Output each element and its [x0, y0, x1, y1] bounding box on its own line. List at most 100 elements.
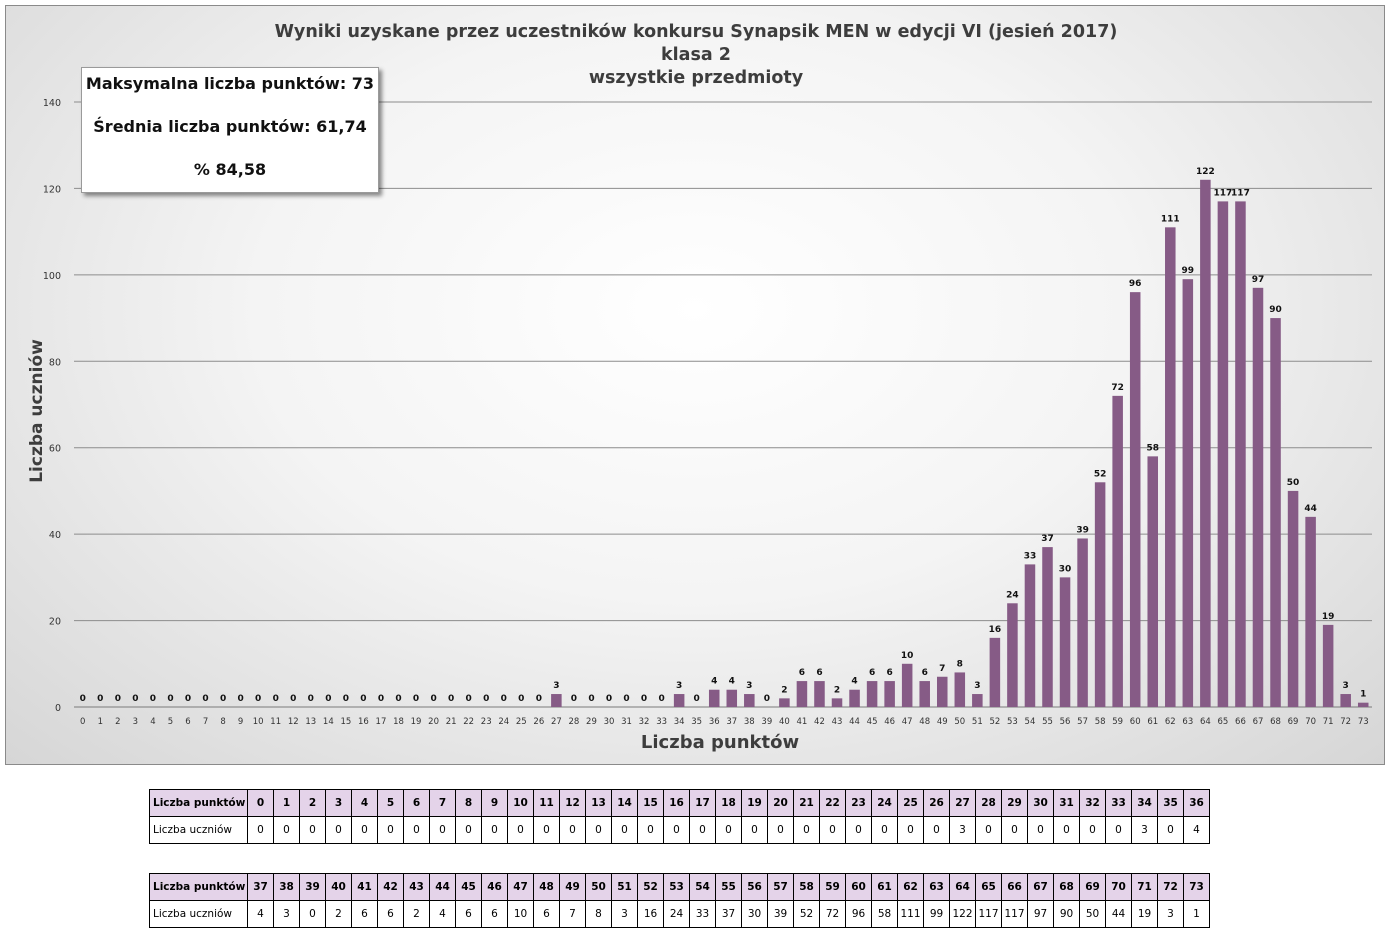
points-cell: 23 — [845, 789, 872, 817]
data-label: 0 — [641, 694, 647, 704]
points-cell: 59 — [819, 873, 846, 901]
students-cell: 90 — [1053, 900, 1080, 928]
students-cell: 0 — [507, 816, 534, 844]
students-cell: 0 — [897, 816, 924, 844]
data-label: 0 — [150, 694, 156, 704]
data-label: 117 — [1231, 188, 1250, 198]
bar — [1007, 603, 1018, 707]
students-cell: 0 — [377, 816, 404, 844]
data-label: 0 — [571, 694, 577, 704]
x-tick-label: 37 — [726, 717, 737, 727]
points-cell: 39 — [299, 873, 326, 901]
x-tick-label: 38 — [744, 717, 755, 727]
bar — [744, 694, 755, 707]
table-row-points: Liczba punktów 37 38 39 40 41 42 43 44 45 46 47 48 4… — [149, 873, 1210, 901]
students-cell: 0 — [741, 816, 768, 844]
points-cell: 67 — [1027, 873, 1054, 901]
bar — [1200, 179, 1211, 708]
points-cell: 25 — [897, 789, 924, 817]
data-label: 0 — [395, 694, 401, 704]
y-tick-label: 60 — [49, 444, 61, 455]
x-tick-label: 54 — [1025, 717, 1036, 727]
students-cell: 0 — [611, 816, 638, 844]
x-tick-label: 19 — [411, 717, 422, 727]
students-cell: 6 — [533, 900, 560, 928]
bar — [1322, 624, 1334, 707]
points-cell: 55 — [715, 873, 742, 901]
data-label: 39 — [1076, 525, 1089, 535]
x-tick-label: 64 — [1200, 717, 1211, 727]
data-label: 117 — [1214, 188, 1233, 198]
points-cell: 53 — [663, 873, 690, 901]
bar — [1252, 287, 1264, 707]
data-label: 6 — [799, 668, 805, 678]
points-cell: 28 — [975, 789, 1002, 817]
y-tick-label: 20 — [49, 617, 61, 628]
data-label: 0 — [273, 694, 279, 704]
data-label: 0 — [167, 694, 173, 704]
x-tick-label: 44 — [849, 717, 860, 727]
students-cell: 0 — [585, 816, 612, 844]
data-label: 4 — [851, 677, 857, 687]
data-table-second: Liczba punktów 37 38 39 40 41 42 43 44 45 46 47 48 4… — [149, 873, 1210, 928]
data-label: 0 — [413, 694, 419, 704]
x-tick-label: 58 — [1095, 717, 1106, 727]
data-label: 0 — [255, 694, 261, 704]
bar — [1059, 577, 1071, 707]
points-cell: 73 — [1183, 873, 1210, 901]
data-table-first: Liczba punktów 0 1 2 3 4 5 6 7 8 9 10 11 12 13 14 15 16 1… — [149, 789, 1210, 844]
data-label: 6 — [887, 668, 893, 678]
data-label: 96 — [1129, 279, 1142, 289]
data-label: 52 — [1094, 469, 1107, 479]
x-tick-label: 0 — [80, 717, 85, 727]
students-cell: 0 — [403, 816, 430, 844]
points-cell: 36 — [1183, 789, 1210, 817]
bar — [1235, 201, 1246, 707]
points-cell: 31 — [1053, 789, 1080, 817]
points-cell: 16 — [663, 789, 690, 817]
students-cell: 30 — [741, 900, 768, 928]
max-points-text: Maksymalna liczba punktów: 73 — [85, 74, 375, 93]
data-label: 0 — [466, 694, 472, 704]
students-cell: 58 — [871, 900, 898, 928]
x-tick-label: 5 — [168, 717, 173, 727]
bar — [1129, 292, 1141, 707]
bar — [1340, 694, 1351, 707]
bar — [673, 694, 685, 707]
points-header-cell: Liczba punktów — [149, 789, 248, 817]
points-cell: 46 — [481, 873, 508, 901]
points-cell: 52 — [637, 873, 664, 901]
x-tick-label: 61 — [1147, 717, 1158, 727]
chart-title: Wyniki uzyskane przez uczestników konkur… — [275, 22, 1118, 42]
points-cell: 48 — [533, 873, 560, 901]
points-cell: 35 — [1157, 789, 1184, 817]
data-label: 0 — [290, 694, 296, 704]
points-cell: 65 — [975, 873, 1002, 901]
x-tick-label: 12 — [288, 717, 299, 727]
bar — [1024, 564, 1036, 707]
x-tick-label: 4 — [150, 717, 155, 727]
x-tick-label: 56 — [1060, 717, 1071, 727]
data-label: 0 — [325, 694, 331, 704]
points-cell: 40 — [325, 873, 352, 901]
x-tick-label: 41 — [797, 717, 808, 727]
data-label: 0 — [378, 694, 384, 704]
data-label: 0 — [202, 694, 208, 704]
data-label: 3 — [1343, 681, 1349, 691]
x-tick-label: 28 — [568, 717, 579, 727]
bar — [1165, 227, 1176, 708]
x-tick-label: 35 — [691, 717, 702, 727]
data-label: 90 — [1269, 305, 1282, 315]
students-cell: 0 — [455, 816, 482, 844]
students-cell: 122 — [949, 900, 976, 928]
chart-area: 0 20 40 60 80 100 120 140 0 0 0 1 0 2 0 3 0 4 0 5 0 6 0 7 0 8 0 9 0 1… — [5, 5, 1385, 765]
bar — [1147, 456, 1159, 707]
students-cell: 0 — [715, 816, 742, 844]
x-tick-label: 63 — [1182, 717, 1193, 727]
x-tick-label: 30 — [604, 717, 615, 727]
students-cell: 24 — [663, 900, 690, 928]
bar — [989, 637, 1001, 707]
table-row-students: Liczba uczniów 4 3 0 2 6 6 2 4 6 6 10 6 7 8 3 16 24 33 37 3… — [149, 900, 1210, 928]
students-cell: 4 — [429, 900, 456, 928]
